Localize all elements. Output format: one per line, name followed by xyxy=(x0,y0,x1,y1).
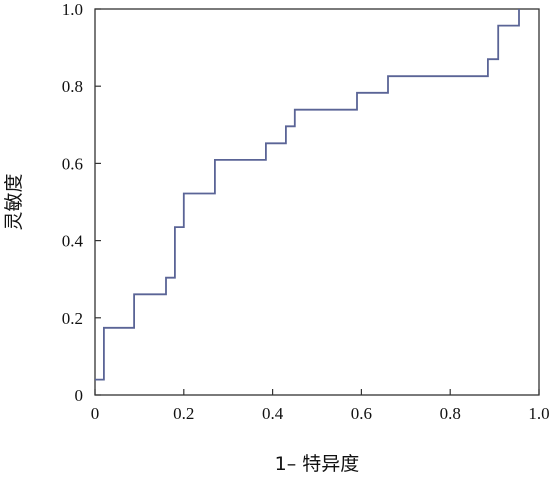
x-tick-label: 0.6 xyxy=(351,404,372,423)
y-tick-label: 0.2 xyxy=(62,309,83,328)
series-layer xyxy=(95,9,520,381)
x-tick-label: 0.2 xyxy=(173,404,194,423)
plot-frame xyxy=(94,8,540,396)
x-tick-label: 1.0 xyxy=(528,404,549,423)
x-axis-title: 1– 特异度 xyxy=(275,453,360,475)
y-axis-title: 灵敏度 xyxy=(3,173,25,230)
x-tick-label: 0 xyxy=(91,404,100,423)
y-tick-label: 0.8 xyxy=(62,77,83,96)
y-tick-label: 0.4 xyxy=(62,232,84,251)
x-tick-label: 0.4 xyxy=(262,404,284,423)
y-tick-label: 0.6 xyxy=(62,154,83,173)
roc-step-line xyxy=(95,9,520,381)
y-axis-ticks: 0 0.2 0.4 0.6 0.8 1.0 xyxy=(62,0,101,405)
y-tick-label: 1.0 xyxy=(62,0,83,19)
x-axis-ticks: 0 0.2 0.4 0.6 0.8 1.0 xyxy=(91,389,550,423)
x-tick-label: 0.8 xyxy=(440,404,461,423)
y-tick-label: 0 xyxy=(75,386,84,405)
